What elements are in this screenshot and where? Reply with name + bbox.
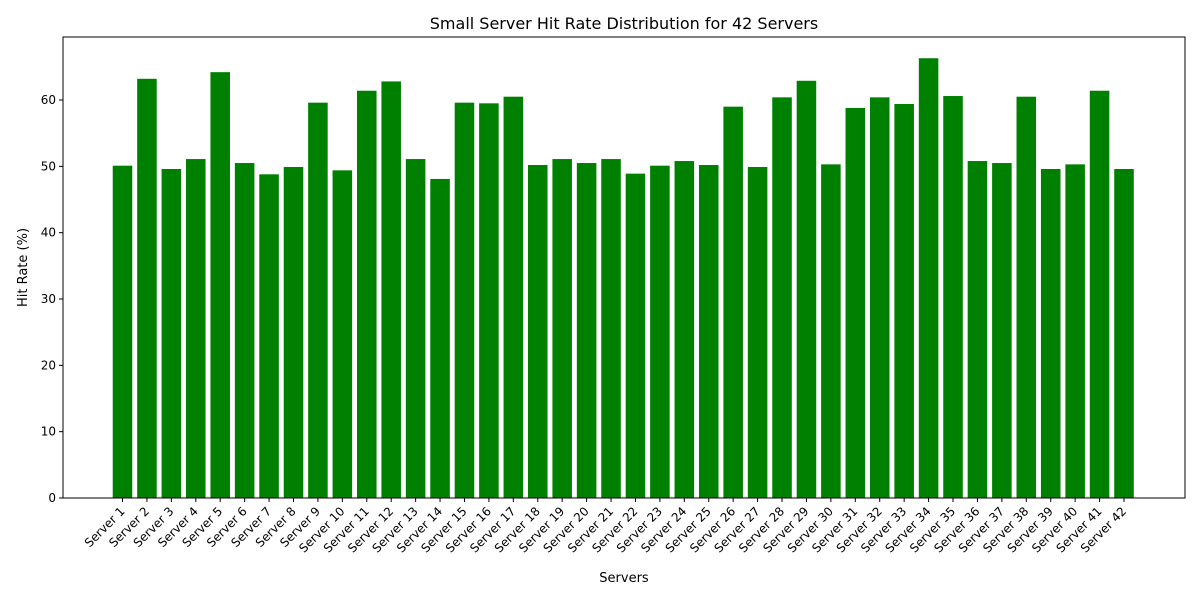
bar-33	[894, 103, 914, 499]
bar-30	[821, 164, 841, 499]
bar-15	[454, 102, 475, 499]
bar-23	[650, 165, 670, 498]
y-tick-label-10: 10	[41, 425, 56, 439]
y-tick-label-40: 40	[41, 226, 56, 240]
bar-39	[1040, 169, 1061, 498]
bar-34	[918, 58, 939, 498]
bar-35	[943, 96, 963, 498]
bar-19	[552, 159, 572, 499]
y-axis-label: Hit Rate (%)	[16, 228, 31, 307]
bar-27	[747, 167, 768, 498]
bar-26	[723, 106, 743, 499]
bar-40	[1065, 164, 1085, 499]
bar-38	[1016, 96, 1037, 498]
bar-22	[625, 173, 646, 498]
bar-2	[137, 78, 157, 498]
bar-41	[1089, 90, 1110, 498]
plot-frame	[62, 36, 1186, 499]
y-tick-label-50: 50	[41, 159, 56, 173]
bar-17	[503, 96, 524, 498]
y-tick-label-60: 60	[41, 93, 56, 107]
bar-36	[967, 161, 988, 499]
bar-16	[479, 103, 499, 498]
bar-24	[674, 161, 695, 499]
bar-5	[210, 72, 230, 498]
bar-11	[357, 90, 377, 498]
bar-10	[332, 170, 353, 498]
y-tick-label-30: 30	[41, 292, 56, 306]
bar-18	[527, 165, 548, 498]
bar-28	[772, 97, 792, 499]
bar-13	[405, 159, 426, 499]
bar-3	[161, 169, 182, 498]
bar-8	[283, 167, 304, 498]
bar-25	[698, 165, 719, 498]
y-axis: 0 10 20 30 40 50 60	[41, 93, 63, 505]
bar-29	[796, 80, 817, 498]
bar-42	[1114, 169, 1134, 498]
bar-1	[112, 165, 133, 498]
bar-7	[259, 174, 279, 498]
x-axis-label: Servers	[599, 571, 649, 586]
bar-20	[576, 163, 597, 498]
bar-9	[308, 102, 328, 499]
bar-31	[845, 107, 866, 498]
y-tick-label-20: 20	[41, 358, 56, 372]
y-tick-label-0: 0	[48, 491, 56, 505]
bar-14	[430, 178, 450, 498]
bar-6	[234, 163, 255, 498]
bar-21	[601, 159, 621, 499]
bar-32	[869, 97, 890, 499]
bar-37	[992, 163, 1012, 498]
bar-12	[381, 81, 401, 498]
bars-group	[112, 58, 1134, 499]
chart-title: Small Server Hit Rate Distribution for 4…	[430, 14, 818, 33]
bar-4	[186, 159, 206, 499]
